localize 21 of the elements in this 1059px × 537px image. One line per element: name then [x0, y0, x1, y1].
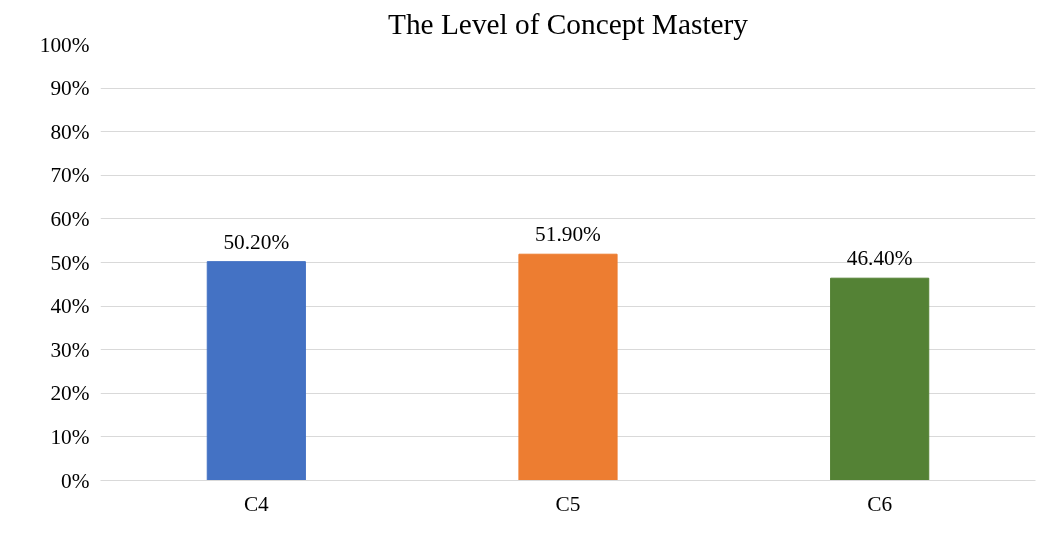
- data-label: 51.90%: [535, 222, 602, 247]
- x-tick-label: C4: [243, 491, 270, 516]
- bar: [206, 261, 306, 481]
- x-tick-label: C6: [867, 491, 893, 516]
- y-tick-label: 100%: [39, 32, 90, 57]
- y-tick-label: 50%: [50, 250, 90, 275]
- y-tick-label: 80%: [50, 119, 90, 144]
- y-tick-label: 70%: [50, 163, 90, 188]
- y-tick-label: 90%: [50, 76, 90, 101]
- y-tick-label: 20%: [50, 381, 90, 406]
- y-tick-label: 40%: [50, 294, 90, 319]
- chart-title: The Level of Concept Mastery: [388, 7, 749, 40]
- data-label: 46.40%: [846, 246, 913, 271]
- bar: [518, 253, 618, 481]
- bar: [830, 277, 930, 481]
- x-tick-label: C5: [555, 491, 581, 516]
- y-tick-label: 10%: [50, 424, 90, 449]
- y-tick-label: 0%: [61, 468, 90, 493]
- data-label: 50.20%: [223, 229, 290, 254]
- y-tick-label: 60%: [50, 206, 90, 231]
- y-tick-label: 30%: [50, 337, 90, 362]
